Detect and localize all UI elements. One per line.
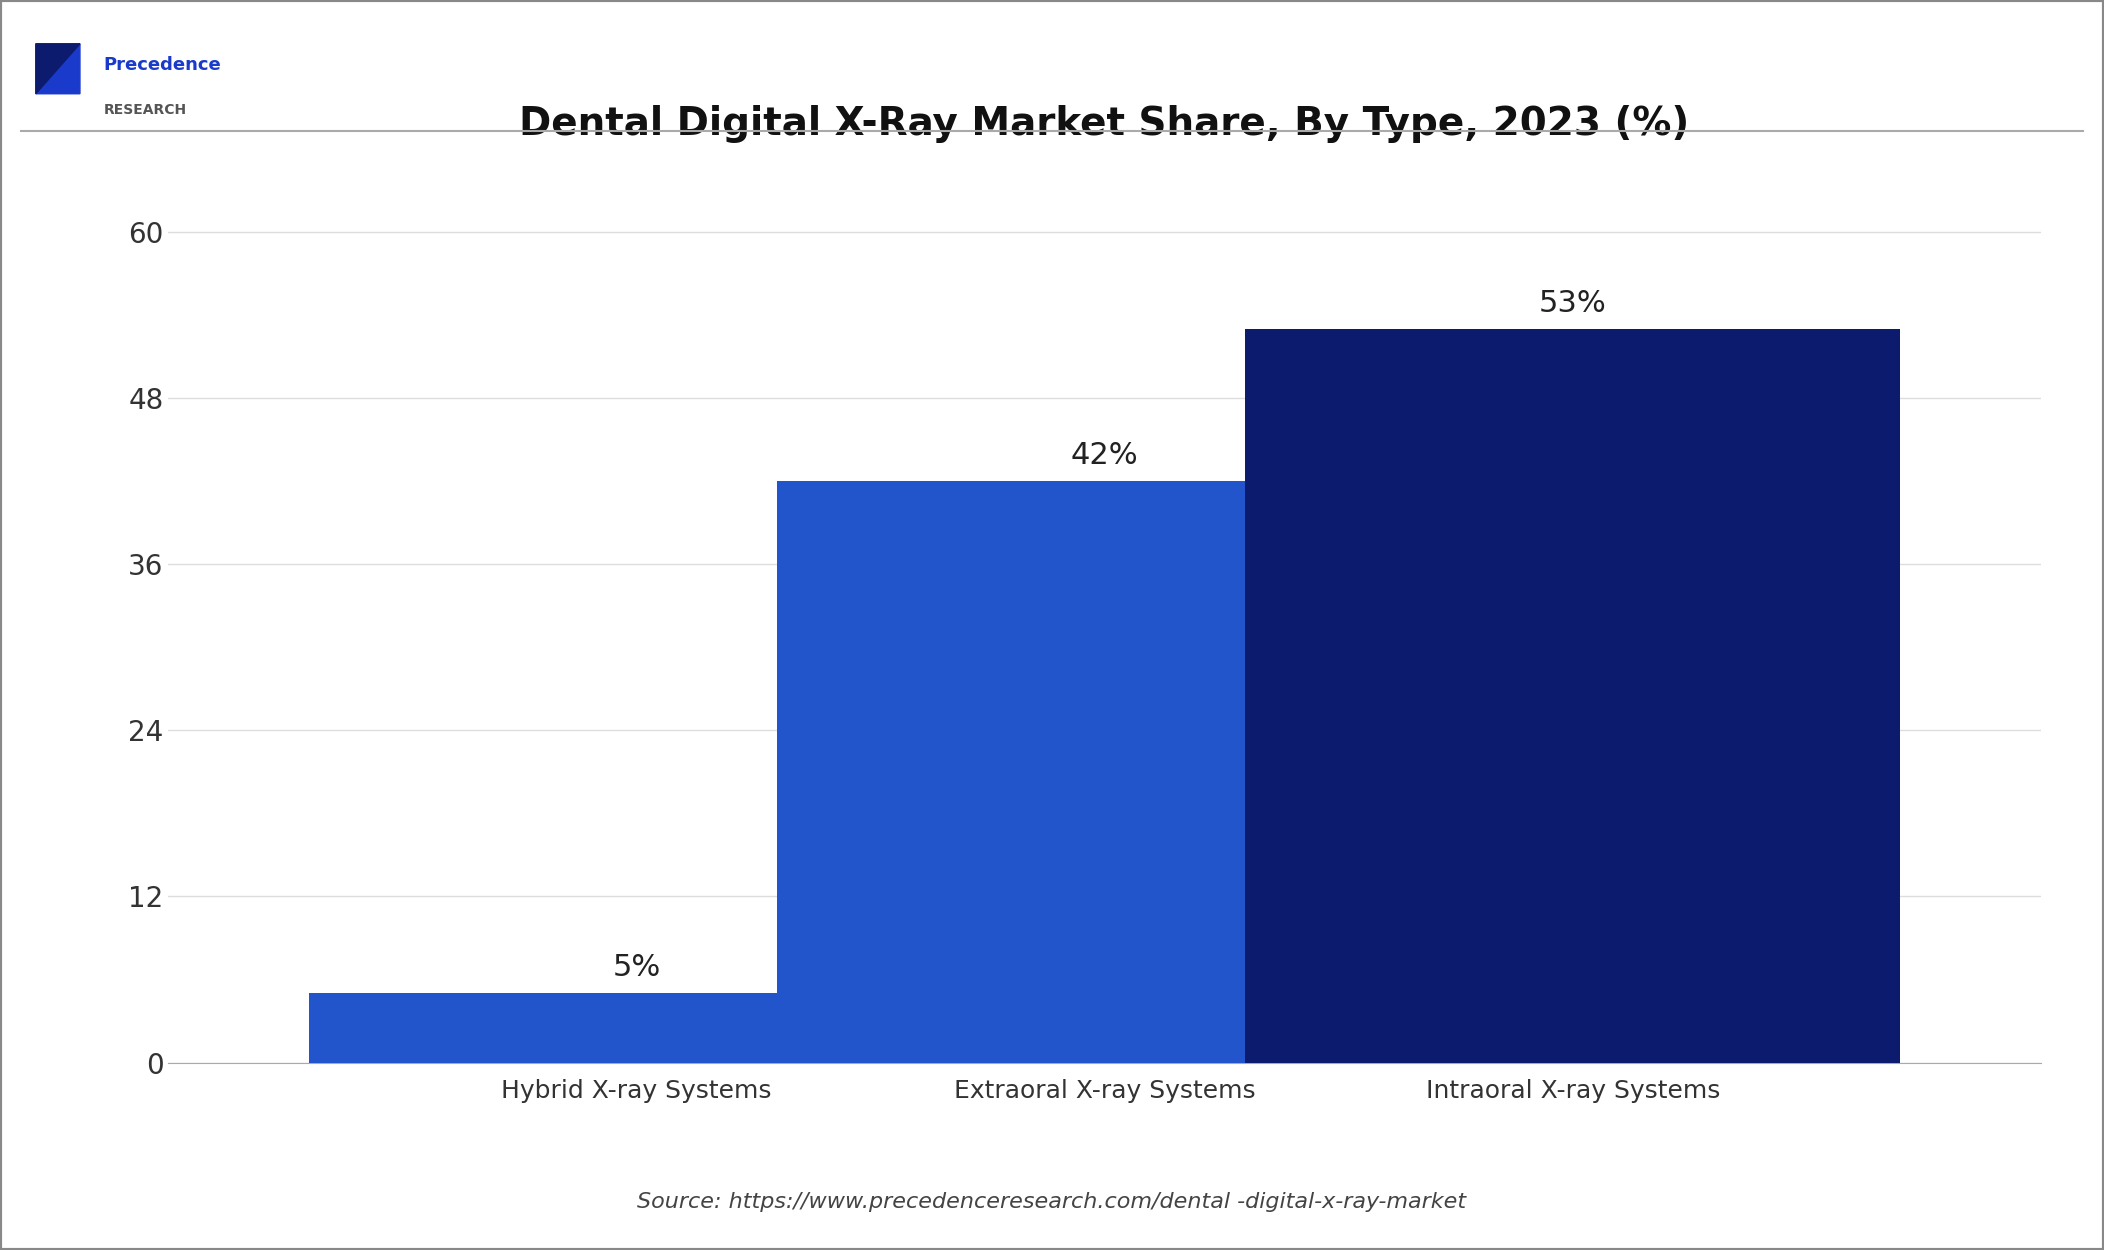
Title: Dental Digital X-Ray Market Share, By Type, 2023 (%): Dental Digital X-Ray Market Share, By Ty… — [520, 105, 1690, 142]
Bar — [309, 994, 964, 1062]
Bar — [1246, 329, 1900, 1062]
Text: 5%: 5% — [612, 954, 661, 982]
Bar — [776, 481, 1433, 1062]
Text: 53%: 53% — [1538, 289, 1607, 318]
Text: Precedence: Precedence — [103, 56, 221, 74]
Text: RESEARCH: RESEARCH — [103, 102, 187, 118]
Polygon shape — [36, 44, 80, 94]
Text: Source: https://www.precedenceresearch.com/dental -digital-x-ray-market: Source: https://www.precedenceresearch.c… — [638, 1192, 1466, 1212]
Polygon shape — [36, 44, 80, 94]
Text: 42%: 42% — [1071, 441, 1138, 470]
